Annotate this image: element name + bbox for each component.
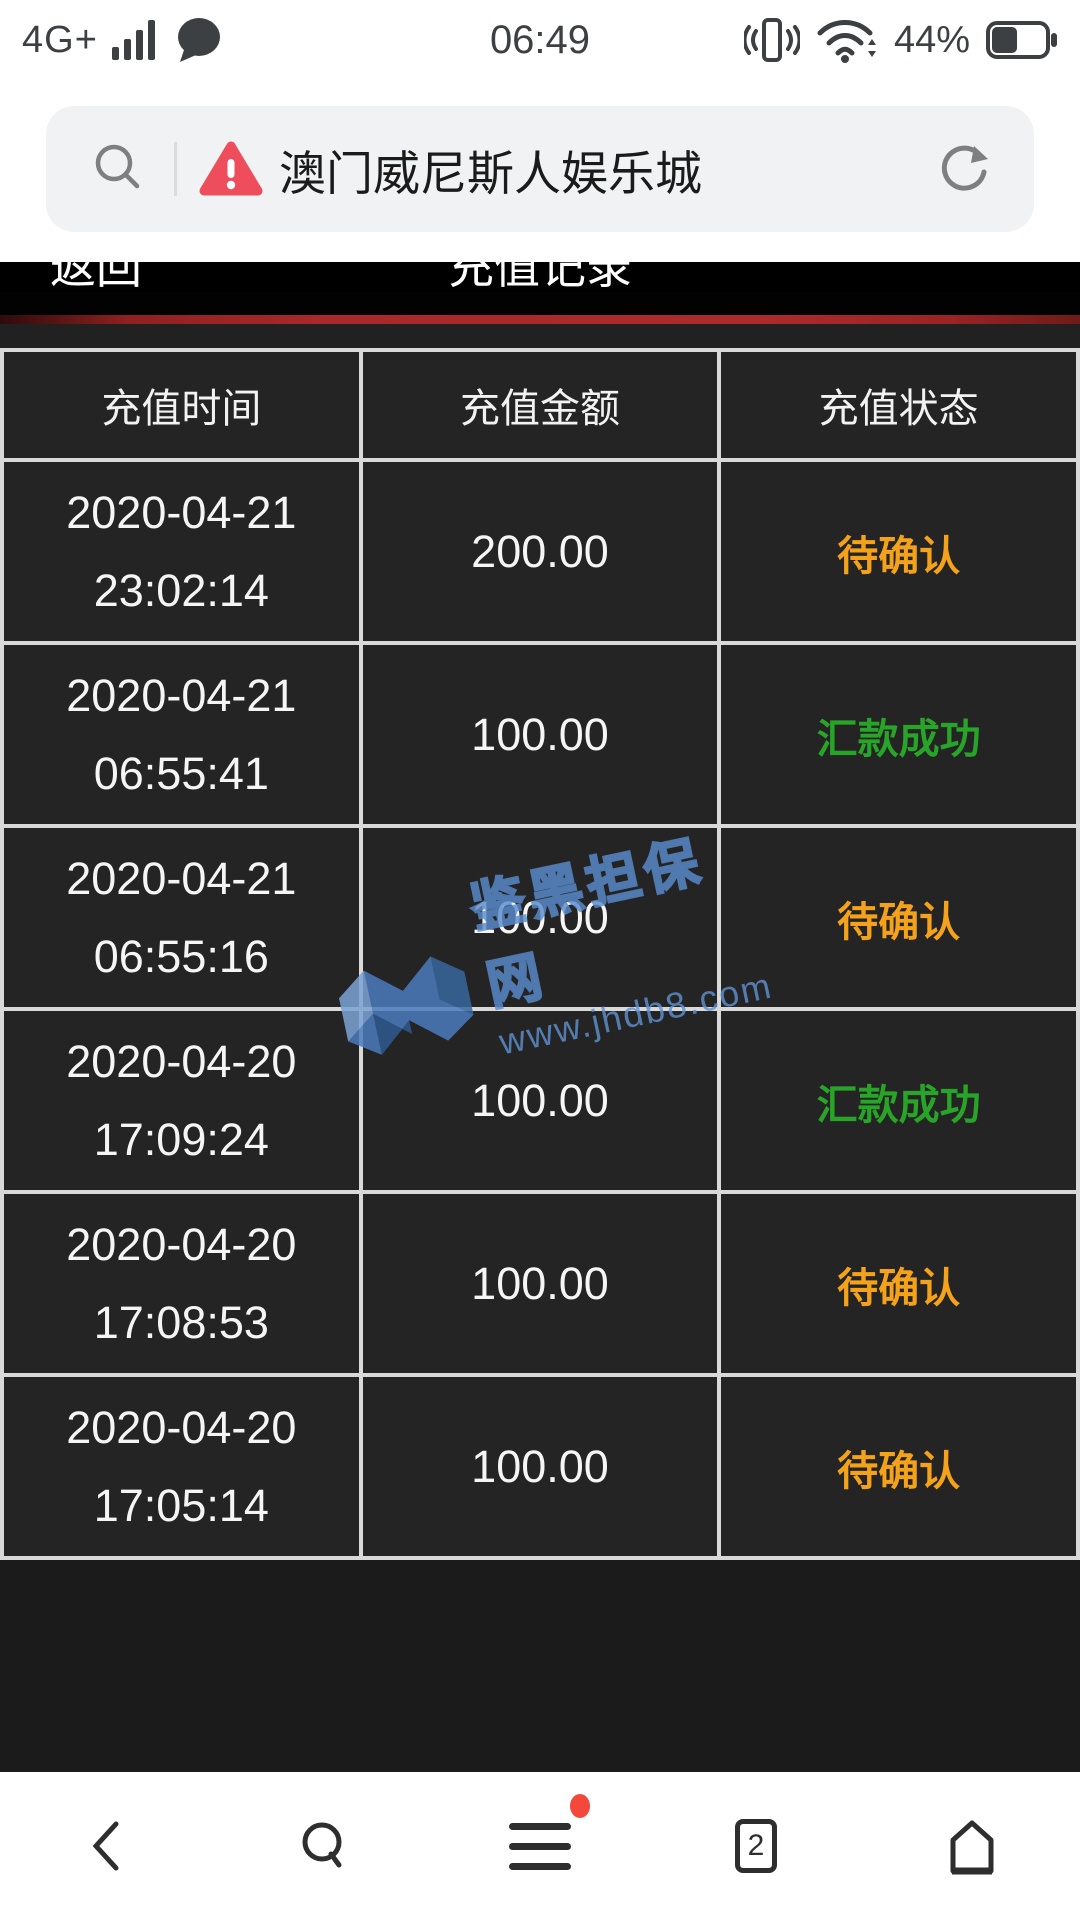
table-cell-status: 汇款成功: [721, 645, 1076, 824]
recharge-date: 2020-04-20: [66, 1218, 297, 1270]
signal-strength-icon: [110, 17, 162, 63]
recharge-amount: 100.00: [471, 1074, 609, 1126]
recharge-amount: 100.00: [471, 708, 609, 760]
nav-search-button[interactable]: [284, 1806, 364, 1886]
header-gap: [0, 292, 1080, 315]
recharge-date: 2020-04-21: [66, 852, 297, 904]
recharge-time: 17:05:14: [93, 1479, 269, 1531]
network-type-label: 4G+: [22, 18, 98, 61]
warning-icon[interactable]: [199, 140, 263, 198]
table-cell-time: 2020-04-20 17:05:14: [4, 1377, 359, 1556]
nav-home-button[interactable]: [932, 1806, 1012, 1886]
vibrate-icon: [743, 14, 800, 66]
refresh-icon[interactable]: [936, 140, 994, 198]
column-header-time: 充值时间: [4, 352, 359, 458]
page-title: 充值记录: [448, 262, 632, 292]
nav-tabs-button[interactable]: 2: [716, 1806, 796, 1886]
nav-menu-button[interactable]: [500, 1794, 590, 1886]
back-button[interactable]: 返回: [50, 262, 142, 292]
table-cell-time: 2020-04-21 23:02:14: [4, 462, 359, 641]
battery-icon: [986, 19, 1058, 61]
clock: 06:49: [489, 17, 591, 62]
recharge-time: 06:55:16: [93, 930, 269, 982]
table-gap: [0, 324, 1080, 348]
recharge-table: 充值时间 充值金额 充值状态 2020-04-21 23:02:14 200.0…: [0, 348, 1080, 1560]
table-cell-status: 待确认: [721, 828, 1076, 1007]
table-cell-amount: 100.00: [362, 1011, 718, 1190]
table-cell-amount: 100.00: [362, 1194, 718, 1373]
page-url-title[interactable]: 澳门威尼斯人娱乐城: [279, 146, 702, 200]
recharge-date: 2020-04-20: [66, 1035, 297, 1087]
table-cell-amount: 100.00: [362, 1377, 718, 1556]
bottom-nav-bar: 2: [0, 1772, 1080, 1920]
table-cell-status: 待确认: [721, 1194, 1076, 1373]
table-cell-amount: 200.00: [362, 462, 718, 641]
table-cell-time: 2020-04-20 17:08:53: [4, 1194, 359, 1373]
recharge-amount: 100.00: [471, 1440, 609, 1492]
recharge-amount: 100.00: [471, 1257, 609, 1309]
divider: [174, 142, 177, 196]
recharge-amount: 100.00: [471, 891, 609, 943]
recharge-time: 23:02:14: [93, 564, 269, 616]
empty-area: [0, 1560, 1080, 1772]
tab-count-label: 2: [747, 1829, 765, 1862]
menu-icon: [509, 1822, 571, 1870]
status-badge: 汇款成功: [816, 1081, 981, 1128]
message-bubble-icon: [174, 16, 224, 64]
table-cell-time: 2020-04-21 06:55:41: [4, 645, 359, 824]
browser-chrome: 澳门威尼斯人娱乐城: [0, 80, 1080, 262]
notification-dot: [570, 1794, 590, 1818]
recharge-date: 2020-04-20: [66, 1401, 297, 1453]
battery-percent-label: 44%: [893, 18, 970, 61]
recharge-amount: 200.00: [471, 525, 609, 577]
table-cell-status: 待确认: [721, 1377, 1076, 1556]
recharge-date: 2020-04-21: [66, 486, 297, 538]
status-badge: 待确认: [837, 898, 961, 945]
tabs-icon: 2: [735, 1819, 777, 1873]
recharge-page: 返回 充值记录 充值时间 充值金额 充值状态 2020-04-21 23:02:…: [0, 262, 1080, 1772]
recharge-date: 2020-04-21: [66, 669, 297, 721]
table-cell-amount: 100.00: [362, 645, 718, 824]
table-cell-status: 待确认: [721, 462, 1076, 641]
status-badge: 汇款成功: [816, 715, 981, 762]
table-cell-amount: 100.00: [362, 828, 718, 1007]
status-bar: 4G+ 06:49: [0, 0, 1080, 80]
red-accent-band: [0, 315, 1080, 324]
column-header-status: 充值状态: [721, 352, 1076, 458]
table-cell-time: 2020-04-20 17:09:24: [4, 1011, 359, 1190]
status-badge: 待确认: [837, 1447, 961, 1494]
search-icon[interactable]: [90, 141, 146, 197]
wifi-icon: [816, 15, 878, 65]
column-header-amount: 充值金额: [362, 352, 718, 458]
page-header: 返回 充值记录: [0, 262, 1080, 292]
address-bar[interactable]: 澳门威尼斯人娱乐城: [46, 106, 1034, 232]
table-cell-time: 2020-04-21 06:55:16: [4, 828, 359, 1007]
nav-back-button[interactable]: [68, 1806, 148, 1886]
table-cell-status: 汇款成功: [721, 1011, 1076, 1190]
recharge-time: 17:09:24: [93, 1113, 269, 1165]
status-badge: 待确认: [837, 1264, 961, 1311]
recharge-time: 06:55:41: [93, 747, 269, 799]
recharge-time: 17:08:53: [93, 1296, 269, 1348]
status-badge: 待确认: [837, 532, 961, 579]
